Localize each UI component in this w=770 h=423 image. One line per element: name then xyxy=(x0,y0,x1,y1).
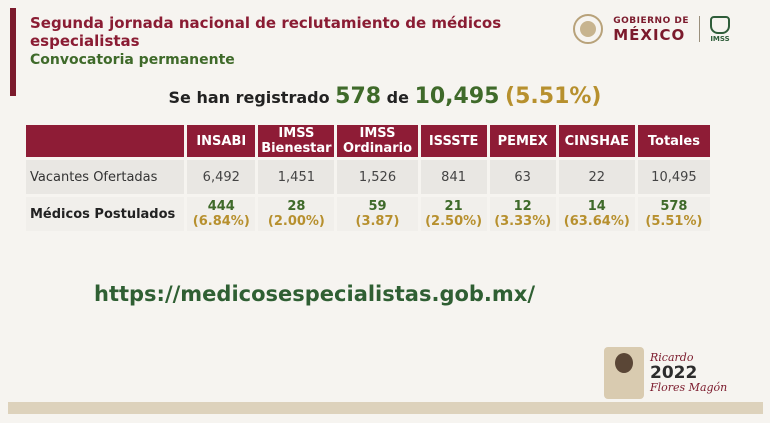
summary-count: 578 xyxy=(335,84,382,109)
page-subtitle: Convocatoria permanente xyxy=(30,52,235,68)
cell-value: 21 xyxy=(444,199,463,214)
cell-value: 444 xyxy=(207,199,235,214)
cell-percent: (63.64%) xyxy=(563,214,630,229)
header-totales: Totales xyxy=(637,125,710,157)
table-cell: 444 (6.84%) xyxy=(187,197,256,231)
year-logo-name2: Flores Magón xyxy=(650,381,728,394)
website-link[interactable]: https://medicosespecialistas.gob.mx/ xyxy=(94,282,536,306)
accent-bar xyxy=(10,8,16,96)
row-label-postulados: Médicos Postulados xyxy=(26,197,185,231)
gobierno-mexico-logo: GOBIERNO DE MÉXICO xyxy=(613,15,689,43)
summary-prefix: Se han registrado xyxy=(168,88,330,107)
year-logo-text: Ricardo 2022 Flores Magón xyxy=(650,352,727,394)
table-cell: 63 xyxy=(489,160,556,194)
row-label-vacantes: Vacantes Ofertadas xyxy=(26,160,185,194)
cell-percent: (5.51%) xyxy=(645,214,703,229)
header-issste: ISSSTE xyxy=(420,125,487,157)
year-logo-name1: Ricardo xyxy=(650,351,694,364)
gob-line2: MÉXICO xyxy=(613,26,686,44)
portrait-icon xyxy=(604,347,644,399)
gob-line1: GOBIERNO DE xyxy=(613,16,689,26)
summary-percent: (5.51%) xyxy=(505,84,602,109)
cell-value: 578 xyxy=(660,199,688,214)
imss-icon xyxy=(710,15,730,34)
year-logo: Ricardo 2022 Flores Magón xyxy=(604,346,754,400)
imss-text: IMSS xyxy=(710,34,730,43)
cell-percent: (2.50%) xyxy=(425,214,483,229)
cell-percent: (3.33%) xyxy=(494,214,552,229)
summary-total: 10,495 xyxy=(414,84,500,109)
header: Segunda jornada nacional de reclutamient… xyxy=(30,14,550,69)
bottom-band xyxy=(8,402,763,414)
header-cinshae: CINSHAE xyxy=(558,125,635,157)
table-row: Médicos Postulados 444 (6.84%) 28 (2.00%) … xyxy=(26,197,710,231)
cell-value: 59 xyxy=(368,199,387,214)
table-cell: 1,451 xyxy=(258,160,335,194)
imss-logo: IMSS xyxy=(710,15,730,43)
cell-value: 12 xyxy=(513,199,532,214)
table-cell: 59 (3.87) xyxy=(337,197,418,231)
table-row: Vacantes Ofertadas 6,492 1,451 1,526 841… xyxy=(26,160,710,194)
cell-percent: (3.87) xyxy=(355,214,400,229)
table-cell: 14 (63.64%) xyxy=(558,197,635,231)
table-cell: 578 (5.51%) xyxy=(637,197,710,231)
national-seal-icon xyxy=(573,14,604,44)
table-cell: 28 (2.00%) xyxy=(258,197,335,231)
cell-percent: (2.00%) xyxy=(267,214,325,229)
recruitment-table: INSABI IMSS Bienestar IMSS Ordinario ISSST… xyxy=(23,122,713,234)
cell-percent: (6.84%) xyxy=(192,214,250,229)
table-header-row: INSABI IMSS Bienestar IMSS Ordinario ISSST… xyxy=(26,125,710,157)
cell-value: 28 xyxy=(287,199,306,214)
header-blank xyxy=(26,125,185,157)
government-logos: GOBIERNO DE MÉXICO IMSS xyxy=(573,14,730,44)
header-imss-ordinario: IMSS Ordinario xyxy=(337,125,418,157)
page-title: Segunda jornada nacional de reclutamient… xyxy=(30,14,502,50)
registration-summary: Se han registrado 578 de 10,495 (5.51%) xyxy=(0,84,770,111)
table-cell: 841 xyxy=(420,160,487,194)
table-cell: 1,526 xyxy=(337,160,418,194)
logo-divider xyxy=(699,16,700,42)
table-cell: 10,495 xyxy=(637,160,710,194)
cell-value: 14 xyxy=(587,199,606,214)
table-cell: 21 (2.50%) xyxy=(420,197,487,231)
header-imss-bienestar: IMSS Bienestar xyxy=(258,125,335,157)
table-cell: 12 (3.33%) xyxy=(489,197,556,231)
header-insabi: INSABI xyxy=(187,125,256,157)
table-cell: 22 xyxy=(558,160,635,194)
table-cell: 6,492 xyxy=(187,160,256,194)
summary-connector: de xyxy=(386,88,409,107)
year-logo-year: 2022 xyxy=(650,363,698,383)
header-pemex: PEMEX xyxy=(489,125,556,157)
